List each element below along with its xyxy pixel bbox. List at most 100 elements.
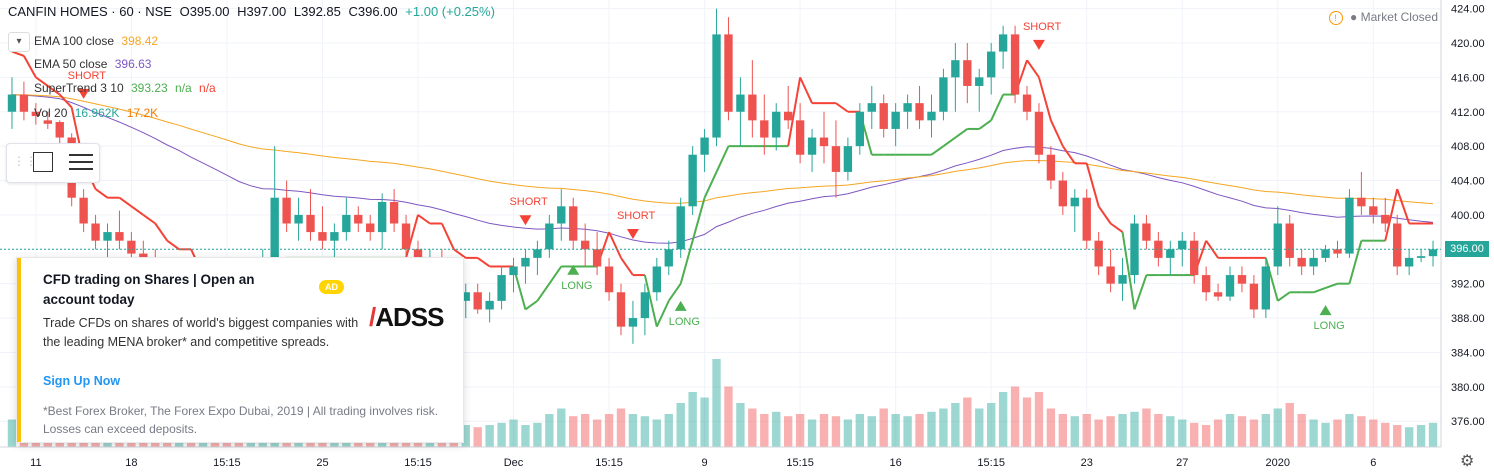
ema50-label: EMA 50 close [34, 57, 108, 71]
supertrend-segment [1325, 282, 1338, 289]
candle-body [998, 34, 1008, 52]
candle-body [1070, 197, 1079, 207]
candle-body [497, 275, 506, 301]
short-arrow-icon [519, 215, 532, 226]
gear-icon[interactable]: ⚙ [1460, 453, 1475, 470]
volume-bar [1070, 416, 1079, 447]
volume-bar [1285, 403, 1294, 447]
ad-headline[interactable]: CFD trading on Shares | Open an account … [43, 272, 255, 307]
candle-body [127, 240, 136, 254]
market-status[interactable]: ! ● Market Closed [1328, 10, 1438, 25]
price-tick-label: 392.00 [1451, 279, 1485, 291]
supertrend-segment [548, 265, 563, 285]
menu-lines-icon[interactable] [69, 154, 93, 175]
volume-bar [688, 392, 697, 447]
supertrend-segment [47, 85, 61, 96]
candle-body [509, 266, 518, 276]
volume-bar [497, 422, 506, 447]
volume-bar [533, 422, 542, 447]
volume-bar [557, 408, 566, 447]
time-tick-label: 27 [1176, 457, 1188, 469]
candle-body [461, 292, 470, 301]
trade-signals: SHORT SHORT SHORT LONG LONG SHORT LONG [68, 21, 1345, 332]
signal-label: LONG [669, 316, 700, 328]
supertrend-segment [978, 119, 992, 130]
candle-body [55, 122, 64, 138]
time-tick-label: 18 [125, 457, 137, 469]
supertrend-segment [1264, 257, 1279, 302]
ad-panel[interactable]: CFD trading on Shares | Open an account … [16, 257, 464, 443]
candle-body [1166, 249, 1175, 258]
drawing-toolbar[interactable]: ⋮⋮ [6, 143, 100, 183]
time-tick-label: 15:15 [977, 457, 1005, 469]
candle-body [1118, 275, 1127, 284]
price-tick-label: 420.00 [1451, 38, 1485, 50]
supertrend-segment [643, 274, 658, 327]
volume-bar [545, 414, 554, 447]
candle-body [879, 103, 888, 129]
sign-up-link[interactable]: Sign Up Now [43, 374, 121, 388]
volume-bar [1404, 427, 1414, 447]
legend-collapse-button[interactable]: ▾ [8, 32, 30, 52]
time-axis[interactable]: 11 18 15:15 25 15:15 Dec 15:15 9 15:15 16 15:15 23 2… [0, 446, 1441, 474]
volume-bar [652, 419, 662, 447]
candle-body [1428, 249, 1438, 257]
drag-handle-icon[interactable]: ⋮⋮ [13, 154, 37, 168]
supertrend-legend[interactable]: SuperTrend 3 10 393.23 n/a n/a [34, 81, 216, 95]
candle-body [1106, 266, 1115, 284]
candle-body [592, 249, 602, 267]
candle-body [19, 94, 29, 112]
volume-bar [951, 403, 960, 447]
ema50-legend[interactable]: EMA 50 close 396.63 [34, 57, 151, 71]
supertrend-na-2: n/a [199, 81, 216, 95]
candle-body [688, 154, 697, 207]
candle-body [377, 202, 387, 233]
volume-bar [939, 408, 948, 447]
candle-body [963, 60, 972, 86]
symbol-name: CANFIN HOMES · 60 · NSE [8, 4, 172, 19]
candle-body [485, 300, 494, 310]
candle-body [628, 318, 638, 327]
time-tick-label: 11 [30, 457, 41, 469]
volume-bar [1309, 419, 1318, 447]
candle-body [318, 232, 327, 241]
supertrend-segment [94, 188, 109, 199]
price-tick-label: 412.00 [1451, 107, 1485, 119]
volume-value: 16.962K [74, 106, 120, 120]
supertrend-segment [679, 240, 694, 284]
candle-body [783, 111, 793, 121]
candle-body [1273, 223, 1282, 267]
time-tick-label: 25 [316, 457, 328, 469]
last-price-label: 396.00 [1445, 241, 1489, 258]
volume-bar [1393, 425, 1402, 447]
supertrend-segment [787, 77, 802, 147]
supertrend-segment [1121, 231, 1136, 310]
volume-bar [628, 414, 638, 447]
volume-bar [616, 408, 626, 447]
time-tick-label: 15:15 [404, 457, 432, 469]
candle-body [533, 249, 542, 258]
rectangle-tool-icon[interactable] [33, 152, 53, 172]
signal-label: LONG [1314, 320, 1345, 332]
supertrend-segment [154, 222, 169, 242]
candle-body [569, 206, 578, 241]
ad-body: Trade CFDs on shares of world's biggest … [43, 316, 359, 349]
supertrend-segment [1049, 119, 1064, 147]
candle-body [927, 111, 936, 121]
volume-bar [604, 414, 614, 447]
candle-body [1034, 111, 1044, 155]
supertrend-segment [691, 197, 706, 241]
candle-body [294, 214, 303, 224]
volume-legend[interactable]: Vol 20 16.962K 17.2K [34, 106, 158, 120]
candle-body [473, 292, 482, 310]
volume-bar [1082, 414, 1091, 447]
volume-bar [1106, 416, 1115, 447]
candle-body [604, 266, 614, 293]
ema100-legend[interactable]: EMA 100 close 398.42 [34, 34, 158, 48]
candle-body [1404, 257, 1414, 267]
candle-body [1094, 240, 1103, 267]
candle-body [79, 197, 88, 224]
candle-body [1130, 223, 1139, 276]
ema100-label: EMA 100 close [34, 34, 115, 48]
supertrend-segment [620, 257, 634, 276]
